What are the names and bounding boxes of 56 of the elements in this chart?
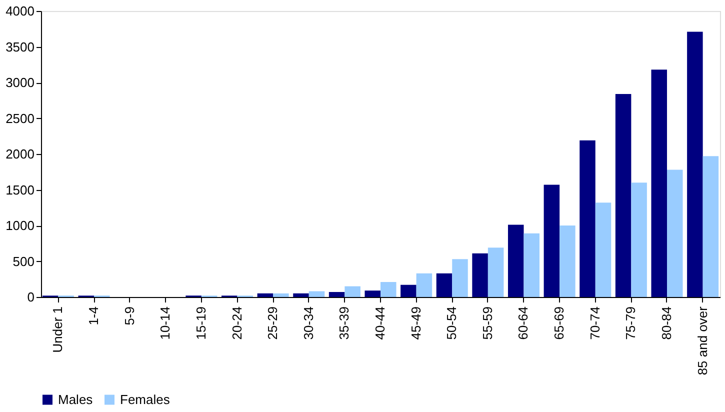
bar (631, 182, 647, 297)
bar (452, 259, 468, 297)
bar (560, 226, 576, 297)
y-tick-label: 3000 (6, 75, 34, 90)
bar (508, 224, 524, 297)
bar (436, 273, 452, 297)
x-tick-label: 15-19 (193, 306, 208, 340)
x-tick-label: 5-9 (122, 306, 137, 326)
bar (273, 293, 289, 297)
y-tick-label: 1500 (6, 182, 34, 198)
bar (380, 282, 396, 297)
x-tick-label: 45-49 (408, 306, 424, 340)
x-tick-label: 65-69 (552, 306, 567, 340)
y-tick-label: 1000 (6, 218, 34, 233)
y-tick-label: 0 (27, 290, 34, 304)
x-tick-label: 55-59 (480, 306, 495, 340)
y-tick-label: 500 (12, 254, 34, 269)
x-tick-label: 60-64 (516, 306, 531, 340)
y-tick-label: 2500 (6, 110, 34, 126)
x-tick-label: 20-24 (229, 306, 244, 340)
x-tick-label: 10-14 (158, 306, 173, 340)
bar (472, 253, 488, 297)
bar (667, 170, 683, 297)
bar (544, 184, 560, 297)
bar (524, 233, 540, 297)
legend-label: Females (120, 392, 170, 407)
x-tick-label: 70-74 (587, 306, 602, 340)
x-tick-label: 80-84 (659, 306, 674, 340)
x-tick-label: 25-29 (265, 306, 280, 340)
bar (400, 284, 416, 297)
bar (687, 32, 703, 297)
bar (328, 292, 345, 297)
bar (580, 140, 596, 297)
x-tick-label: 50-54 (444, 306, 460, 340)
bar (702, 156, 719, 297)
legend-label: Males (58, 392, 94, 407)
bar (364, 290, 380, 297)
bar (416, 273, 432, 297)
x-tick-label: 75-79 (623, 306, 638, 340)
x-tick-label: 40-44 (372, 306, 388, 340)
bar (615, 94, 632, 297)
x-tick-label: 30-34 (300, 306, 316, 340)
y-tick-label: 3500 (6, 39, 34, 54)
x-tick-label: 35-39 (336, 306, 352, 340)
x-tick-label: 85 and over (694, 306, 710, 376)
bar (257, 293, 274, 297)
x-tick-label: 1-4 (86, 306, 101, 326)
bar (344, 286, 360, 297)
y-tick-label: 4000 (6, 4, 34, 18)
x-tick-label: Under 1 (50, 306, 66, 353)
bar (651, 70, 667, 297)
y-tick-label: 2000 (6, 146, 34, 162)
bar (488, 248, 504, 297)
bar (293, 293, 309, 297)
bar (595, 202, 612, 297)
bar (308, 291, 325, 297)
